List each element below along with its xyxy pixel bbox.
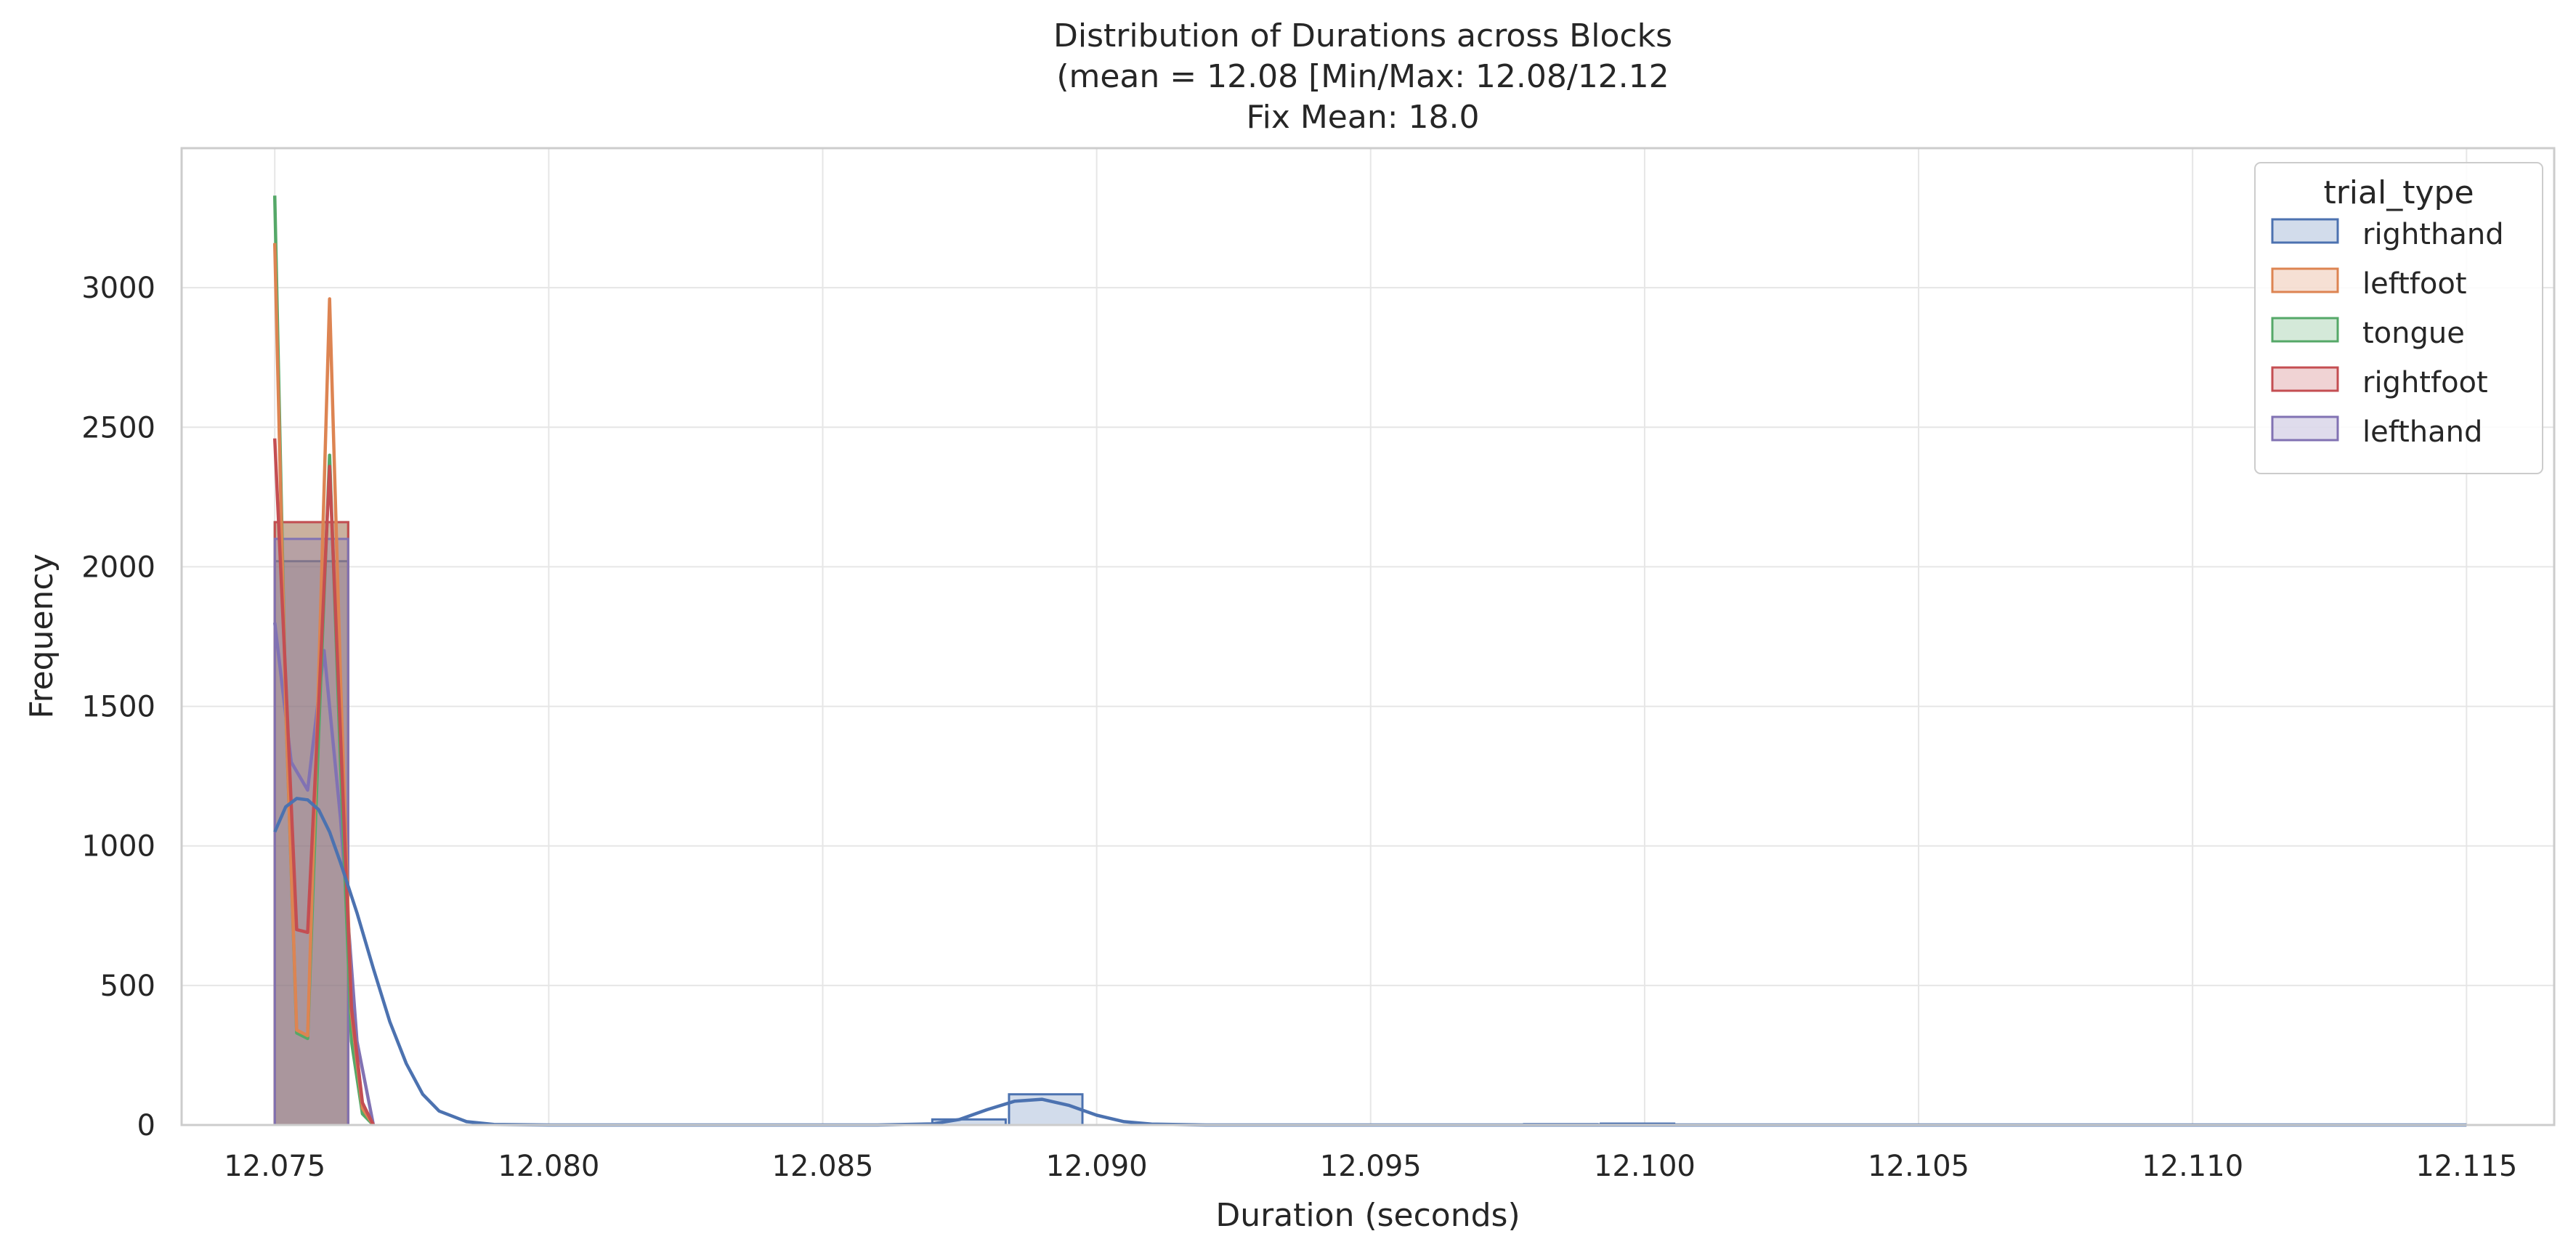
y-tick-label: 500 [100, 970, 155, 1003]
x-tick-label: 12.115 [2415, 1150, 2517, 1183]
x-tick-label: 12.090 [1046, 1150, 1148, 1183]
y-tick-label: 3000 [81, 272, 155, 305]
kde-curves [272, 195, 2467, 1127]
plot-area-background [182, 148, 2554, 1125]
legend-title: trial_type [2323, 174, 2474, 211]
y-axis-ticks: 0 500 1000 1500 2000 2500 3000 [81, 272, 155, 1142]
y-tick-label: 1500 [81, 691, 155, 724]
righthand-legend-label: righthand [2362, 218, 2504, 251]
y-tick-label: 2500 [81, 411, 155, 444]
chart-title-line-2: (mean = 12.08 [Min/Max: 12.08/12.12 [1056, 58, 1669, 95]
rightfoot-legend-swatch [2271, 366, 2339, 392]
chart-title-line-3: Fix Mean: 18.0 [1246, 99, 1479, 136]
lefthand-legend-label: lefthand [2362, 415, 2482, 449]
y-tick-label: 2000 [81, 551, 155, 584]
legend-box [2254, 162, 2543, 474]
y-axis-label: Frequency [23, 553, 60, 718]
tongue-legend-swatch [2271, 317, 2339, 343]
histogram-bars [273, 521, 1676, 1126]
x-tick-label: 12.080 [498, 1150, 599, 1183]
leftfoot-legend-label: leftfoot [2362, 267, 2467, 301]
x-axis-ticks: 12.075 12.080 12.085 12.090 12.095 12.100 12.1… [224, 1150, 2517, 1183]
x-tick-label: 12.085 [772, 1150, 874, 1183]
tongue-legend-label: tongue [2362, 317, 2465, 350]
x-tick-label: 12.100 [1594, 1150, 1696, 1183]
lefthand-legend-swatch [2271, 415, 2339, 442]
x-axis-label: Duration (seconds) [1215, 1197, 1520, 1234]
plot-frame [180, 147, 2556, 1126]
x-tick-label: 12.075 [224, 1150, 325, 1183]
x-tick-label: 12.110 [2142, 1150, 2243, 1183]
leftfoot-legend-swatch [2271, 267, 2339, 293]
legend-items: righthand leftfoot tongue rightfoot lefthand [2271, 218, 2504, 449]
x-tick-label: 12.105 [1868, 1150, 1969, 1183]
chart-title-line-1: Distribution of Durations across Blocks [1053, 17, 1672, 54]
y-tick-label: 1000 [81, 830, 155, 864]
x-tick-label: 12.095 [1320, 1150, 1422, 1183]
legend: trial_type righthand leftfoot tongue rightf… [2254, 162, 2543, 474]
rightfoot-legend-label: rightfoot [2362, 366, 2488, 399]
y-tick-label: 0 [137, 1109, 155, 1142]
righthand-legend-swatch [2271, 218, 2339, 244]
righthand-kde-line [273, 797, 2467, 1127]
lefthand-kde-line [272, 622, 376, 1126]
